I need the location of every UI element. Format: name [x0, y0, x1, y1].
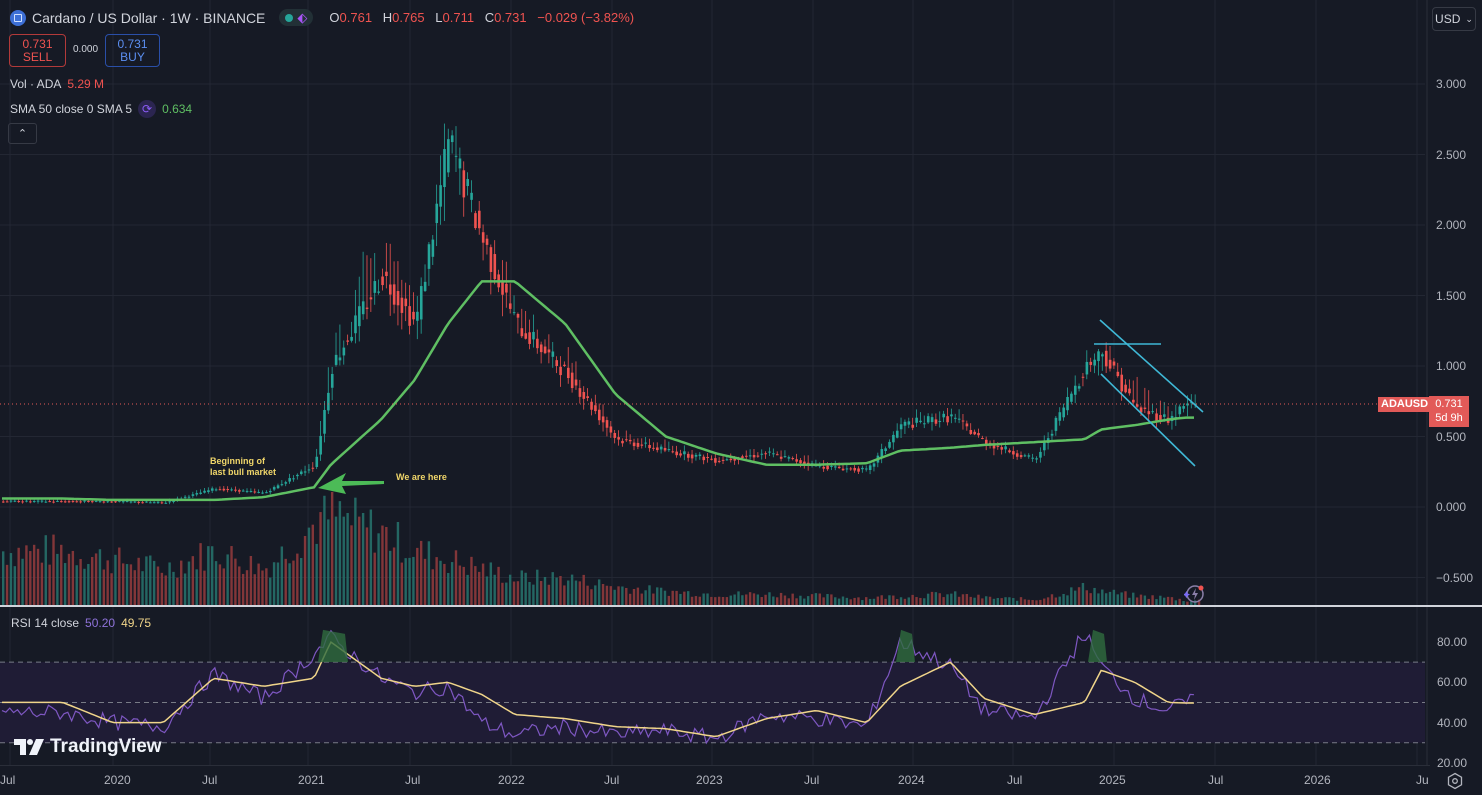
share-icon: ⬖: [297, 10, 308, 25]
time-axis[interactable]: Jul 2020 Jul 2021 Jul 2022 Jul 2023 Jul 2024 Jul 20…: [0, 765, 1430, 794]
symbol-title[interactable]: Cardano / US Dollar · 1W · BINANCE: [32, 9, 266, 26]
time-tick: Jul: [604, 773, 620, 787]
price-tick: 3.000: [1436, 77, 1467, 91]
time-tick: Jul: [1007, 773, 1023, 787]
currency-label: USD: [1435, 12, 1461, 26]
time-tick: Jul: [1208, 773, 1224, 787]
tradingview-logo[interactable]: TradingView: [14, 736, 162, 758]
time-tick: Jul: [202, 773, 218, 787]
annotation-bull-market[interactable]: Beginning of last bull market: [210, 456, 277, 477]
time-tick: 2021: [298, 773, 325, 787]
replay-icon[interactable]: [1184, 583, 1204, 603]
sma-value: 0.634: [162, 102, 193, 116]
market-open-icon: [285, 13, 294, 22]
volume-label: Vol · ADA: [10, 77, 62, 91]
ohlc-values: O0.761 H0.765 L0.711 C0.731 −0.029 (−3.8…: [329, 10, 635, 25]
time-tick: 2023: [696, 773, 723, 787]
pane-divider[interactable]: [0, 605, 1482, 607]
time-tick: 2024: [898, 773, 925, 787]
time-tick: Ju: [1416, 773, 1429, 787]
chevron-up-icon: ⌃: [17, 128, 28, 140]
buy-button[interactable]: 0.731 BUY: [105, 34, 160, 67]
rsi-tick: 80.00: [1437, 634, 1468, 649]
buy-price: 0.731: [117, 36, 148, 51]
time-tick: 2026: [1304, 773, 1331, 787]
rsi-pane[interactable]: [0, 607, 1482, 767]
time-tick: Jul: [405, 773, 421, 787]
annotation-we-are-here[interactable]: We are here: [396, 472, 447, 482]
sell-price: 0.731: [22, 36, 53, 51]
volume-legend[interactable]: Vol · ADA 5.29 M: [10, 77, 104, 91]
currency-selector[interactable]: USD ⌄: [1432, 7, 1476, 31]
price-tick: 1.000: [1436, 359, 1467, 373]
price-tick: 2.000: [1436, 218, 1467, 232]
rsi-chart-canvas[interactable]: [0, 607, 1482, 767]
time-tick: 2020: [104, 773, 131, 787]
symbol-price-tag: ADAUSD: [1378, 397, 1432, 412]
price-chart-canvas[interactable]: [0, 0, 1482, 606]
time-tick: Jul: [0, 773, 16, 787]
price-tick: −0.500: [1436, 571, 1474, 585]
rsi-label: RSI 14 close: [11, 616, 80, 630]
rsi-tick: 40.00: [1437, 715, 1468, 730]
chevron-down-icon: ⌄: [1465, 13, 1473, 24]
price-pane[interactable]: [0, 0, 1482, 606]
rsi-value: 50.20: [85, 616, 116, 630]
time-tick: Jul: [804, 773, 820, 787]
volume-value: 5.29 M: [67, 77, 105, 91]
gear-icon: [1447, 772, 1463, 790]
sma-label: SMA 50 close 0 SMA 5: [10, 102, 133, 116]
symbol-legend: Cardano / US Dollar · 1W · BINANCE ⬖ O0.…: [10, 9, 641, 26]
rsi-tick: 20.00: [1437, 755, 1468, 770]
bar-countdown: 5d 9h: [1435, 412, 1463, 424]
tradingview-logo-text: TradingView: [50, 736, 162, 757]
rsi-legend[interactable]: RSI 14 close 50.20 49.75: [11, 616, 151, 630]
price-tick: 0.000: [1436, 500, 1467, 514]
last-price-label: 0.731 5d 9h: [1429, 396, 1469, 427]
settings-button[interactable]: [1446, 772, 1464, 790]
price-tick: 2.500: [1436, 148, 1467, 162]
market-status-pill[interactable]: ⬖: [279, 9, 314, 26]
sync-icon[interactable]: ⟳: [138, 100, 157, 118]
tradingview-logo-icon: [14, 739, 44, 755]
cardano-logo-icon: [10, 9, 26, 26]
sma-legend[interactable]: SMA 50 close 0 SMA 5 ⟳ 0.634: [10, 100, 192, 118]
collapse-legend-button[interactable]: ⌃: [8, 123, 37, 144]
buy-label: BUY: [120, 49, 145, 64]
sell-label: SELL: [22, 49, 53, 64]
last-price-value: 0.731: [1435, 398, 1463, 410]
price-tick: 1.500: [1436, 289, 1467, 303]
time-tick: 2025: [1099, 773, 1126, 787]
price-tick: 0.500: [1436, 430, 1467, 444]
time-tick: 2022: [498, 773, 525, 787]
spread-value: 0.000: [73, 44, 99, 55]
rsi-tick: 60.00: [1437, 675, 1468, 690]
sell-button[interactable]: 0.731 SELL: [9, 34, 66, 67]
rsi-ma-value: 49.75: [121, 616, 152, 630]
